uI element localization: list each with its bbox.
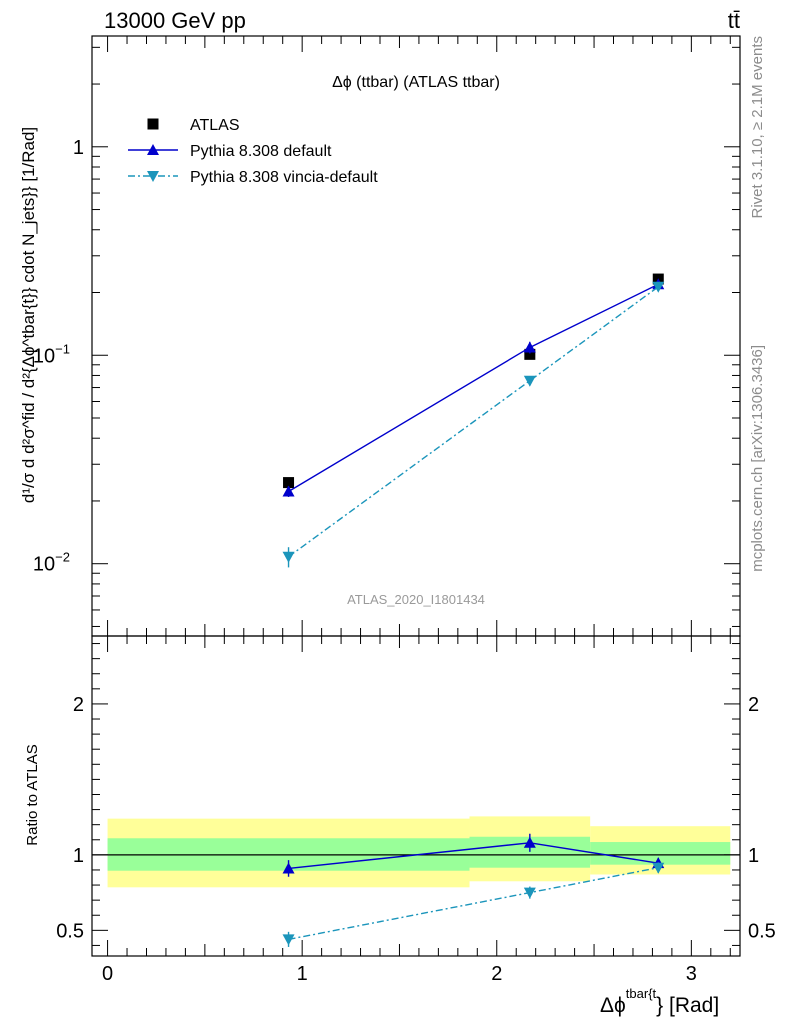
- x-tick-label: 2: [491, 963, 502, 985]
- main-y-axis-label-text: d¹/σ d d²σ^fid / d²{Δϕ^tbar{t}} cdot N_j…: [19, 127, 38, 503]
- ratio-axis-ticks: 0.5 0.5 1 1 2 2 0 1 2 3: [56, 636, 776, 985]
- x-axis-label-suffix: } [Rad]: [656, 994, 719, 1017]
- ratio-point-triangle-down: [652, 862, 665, 874]
- x-tick-label: 0: [102, 963, 113, 985]
- legend-marker-triangle-up: [147, 144, 159, 155]
- x-axis-label: Δϕtbar{t} [Rad]: [600, 986, 719, 1017]
- data-point-square: [524, 348, 536, 360]
- ratio-y-tick-label-right: 1: [748, 845, 759, 867]
- ratio-y-tick-label-left: 0.5: [56, 920, 84, 942]
- mcplots-label: mcplots.cern.ch [arXiv:1306.3436]: [749, 345, 766, 572]
- watermark: ATLAS_2020_I1801434: [347, 592, 485, 607]
- legend-label: Pythia 8.308 default: [190, 143, 332, 160]
- x-axis-label-sup: tbar{t: [626, 986, 657, 1001]
- x-tick-label: 3: [686, 963, 697, 985]
- ratio-plot-content: [92, 816, 740, 947]
- legend-marker-square: [147, 118, 159, 130]
- legend-marker-triangle-down: [147, 171, 159, 182]
- header-right: tt̄: [728, 8, 740, 33]
- data-point-triangle-down: [652, 281, 665, 293]
- legend: ATLAS Pythia 8.308 default Pythia 8.308 vi…: [128, 117, 378, 186]
- data-point-triangle-up: [282, 485, 295, 497]
- main-y-axis-label: d¹/σ d d²σ^fid / d²{Δϕ^tbar{t}} cdot N_j…: [19, 127, 38, 503]
- ratio-point-triangle-up: [523, 836, 536, 848]
- ratio-panel-frame: [91, 635, 741, 957]
- data-point-triangle-up: [523, 341, 536, 353]
- y-tick-label: 10−2: [33, 550, 70, 576]
- main-plot-content: [282, 273, 665, 568]
- main-axis-ticks: 110−110−2: [33, 36, 740, 636]
- ratio-y-tick-label-left: 2: [73, 694, 84, 716]
- x-tick-label: 1: [297, 963, 308, 985]
- legend-label: ATLAS: [190, 117, 240, 134]
- ratio-point-triangle-down: [282, 934, 295, 946]
- ratio-y-tick-label-right: 2: [748, 694, 759, 716]
- rivet-label: Rivet 3.1.10, ≥ 2.1M events: [749, 36, 766, 219]
- series-line-1: [288, 283, 659, 493]
- ratio-y-axis-label: Ratio to ATLAS: [24, 744, 41, 845]
- data-point-triangle-down: [282, 551, 295, 563]
- data-point-triangle-down: [523, 375, 536, 387]
- uncertainty-band-inner: [590, 842, 731, 865]
- x-axis-label-main: Δϕtbar{t} [Rad]: [600, 986, 719, 1017]
- main-title: Δϕ (ttbar) (ATLAS ttbar): [332, 74, 500, 91]
- legend-label: Pythia 8.308 vincia-default: [190, 169, 378, 186]
- ratio-point-triangle-down: [523, 887, 536, 899]
- header-left: 13000 GeV pp: [104, 8, 246, 33]
- main-panel: 110−110−2 Δϕ (ttbar) (ATLAS ttbar) ATLAS…: [19, 35, 741, 637]
- y-tick-label-exp: −1: [55, 341, 70, 356]
- y-tick-label-base: 10: [33, 554, 55, 576]
- y-tick-label: 1: [73, 137, 84, 159]
- x-axis-label-symbol: Δϕ: [600, 994, 626, 1017]
- ratio-y-tick-label-right: 0.5: [748, 920, 776, 942]
- ratio-y-tick-label-left: 1: [73, 845, 84, 867]
- series-line-2: [288, 286, 659, 558]
- y-tick-label: 10−1: [33, 341, 70, 367]
- y-tick-label-base: 10: [33, 345, 55, 367]
- ratio-point-triangle-up: [282, 862, 295, 874]
- y-tick-label-exp: −2: [55, 550, 70, 565]
- ratio-panel: 0.5 0.5 1 1 2 2 0 1 2 3 Ratio to ATLAS Δϕtbar{t} …: [24, 635, 776, 1017]
- data-point-square: [283, 477, 295, 489]
